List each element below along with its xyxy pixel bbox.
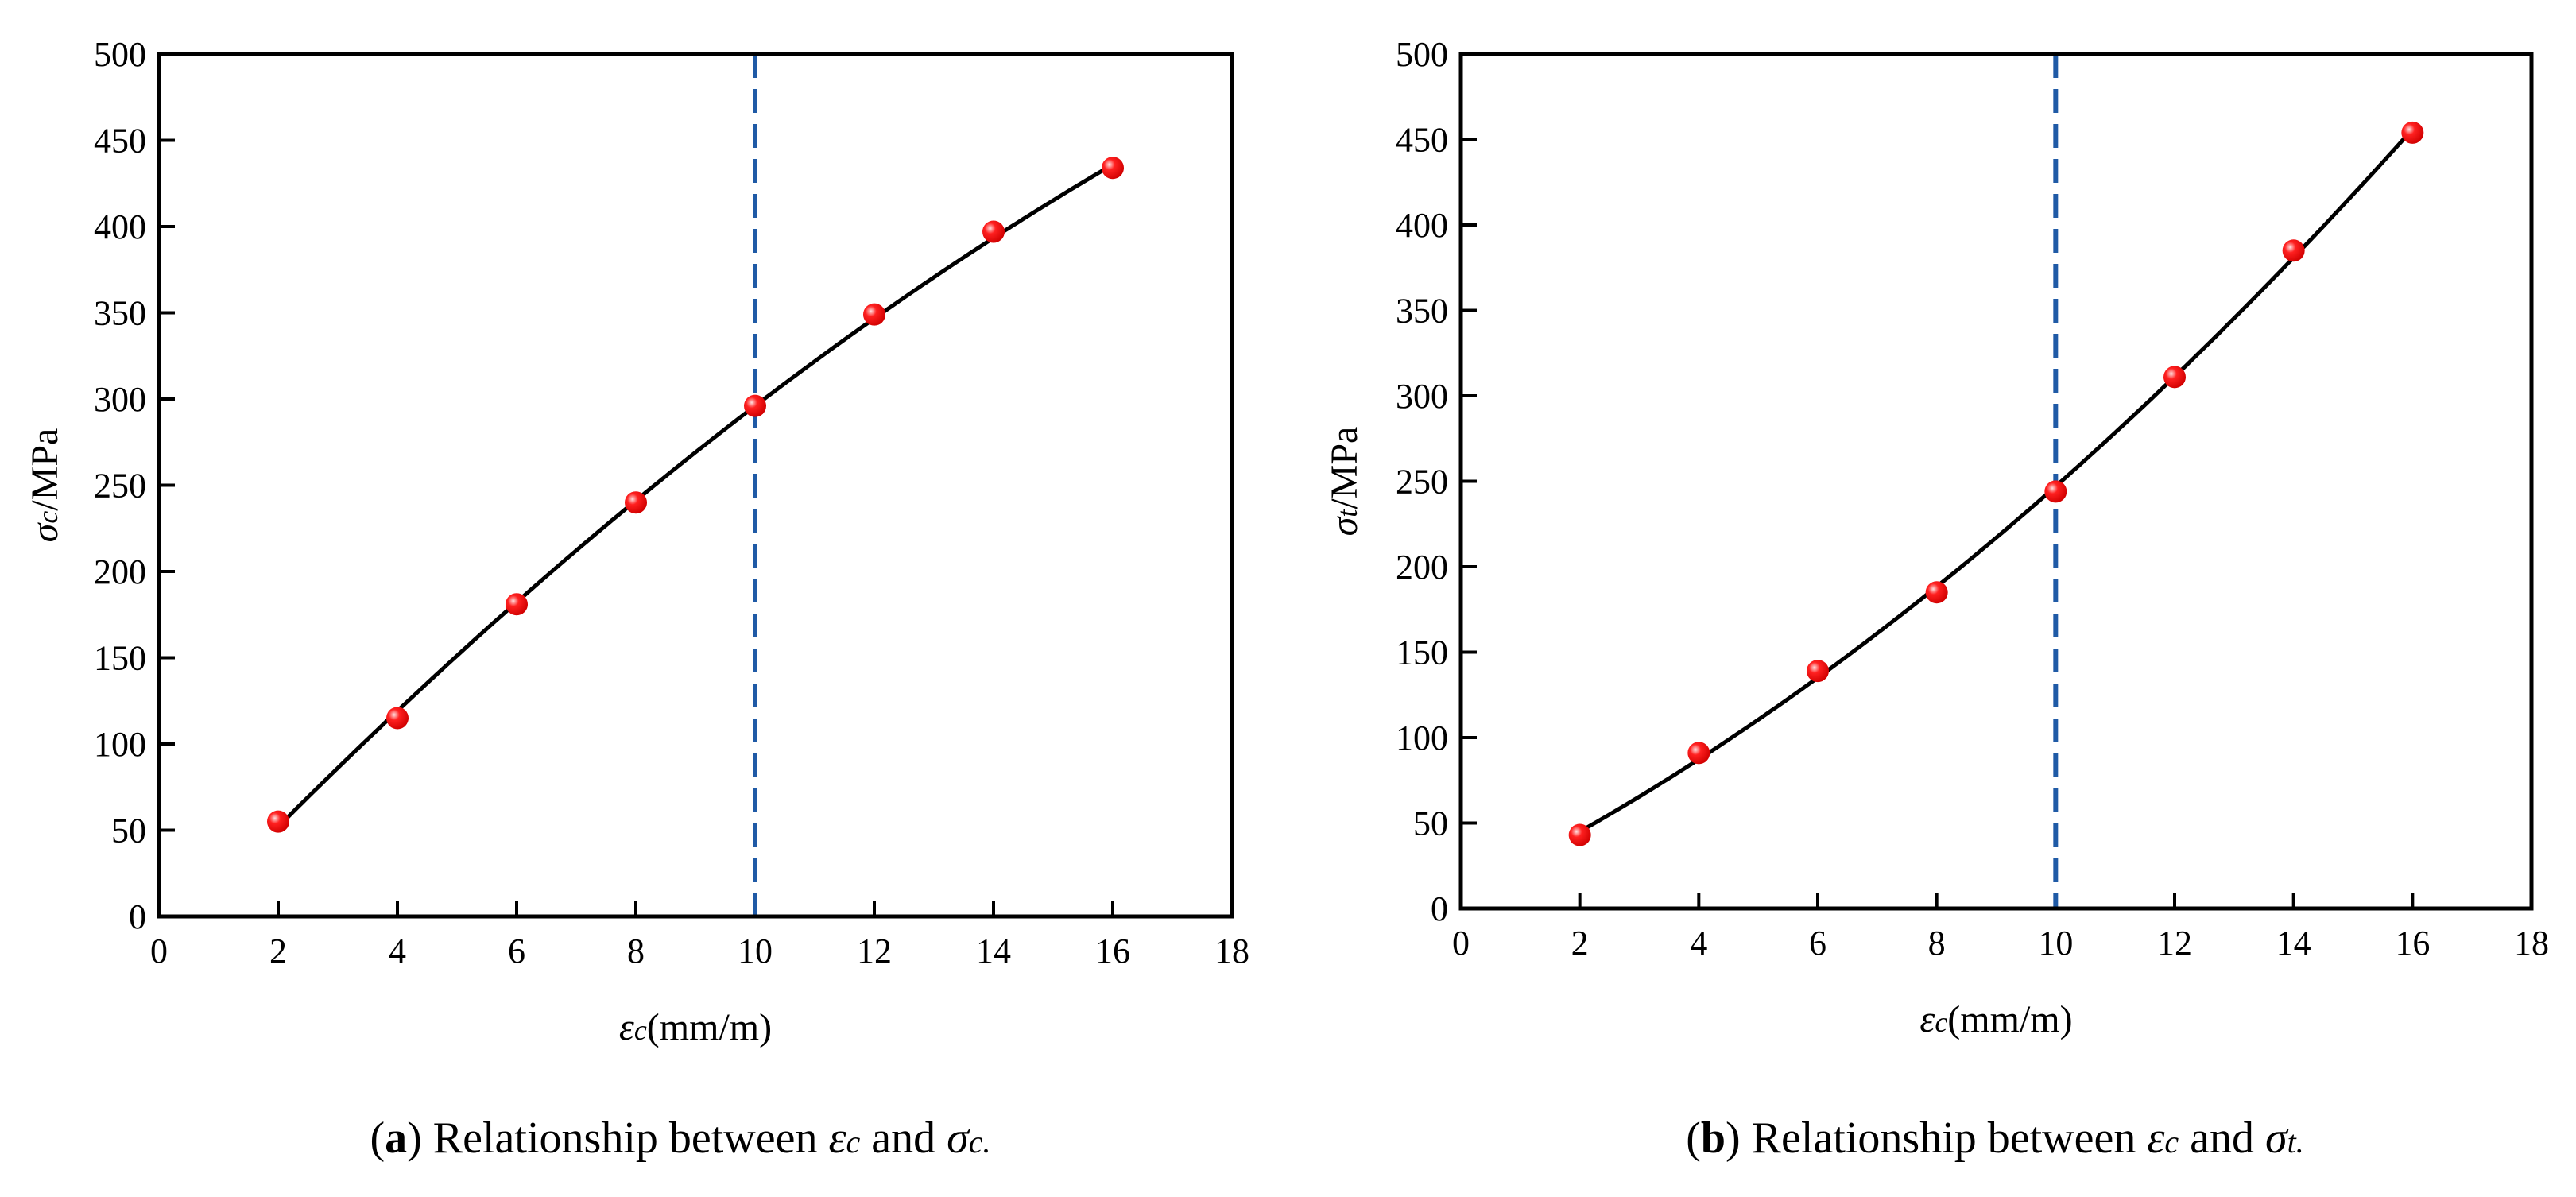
caption-var1: ε [2147,1114,2165,1163]
y-tick-label: 200 [1396,548,1448,587]
y-tick-label: 450 [94,122,146,161]
x-label-symbol: ε [619,1006,634,1048]
data-point [625,491,647,514]
y-tick-label: 0 [1431,889,1448,928]
caption-sub1: c [846,1124,861,1160]
panel-b: 0 2 4 6 8 10 12 14 16 18 0 50 100 150 200 250 300 350 400 4… [1323,35,2549,1163]
y-tick-label: 150 [94,639,146,678]
caption: (a) Relationship between εc and σc. [370,1114,990,1163]
x-tick-label: 4 [1690,924,1707,963]
y-tick-label: 400 [1396,206,1448,245]
caption-var1: ε [828,1114,846,1163]
data-point [2163,366,2186,389]
x-tick-label: 12 [2157,924,2192,963]
y-tick-label: 300 [1396,377,1448,416]
x-tick-label: 6 [1809,924,1826,963]
fit-curve [1579,127,2415,834]
data-point [386,707,409,730]
caption: (b) Relationship between εc and σt. [1686,1114,2304,1163]
y-tick-label: 350 [1396,292,1448,331]
y-label-unit: /MPa [24,428,66,511]
y-tick-label: 200 [94,552,146,591]
x-tick-label: 2 [1571,924,1589,963]
plot-frame [1458,52,2534,911]
x-label-unit: (mm/m) [1947,998,2072,1040]
y-tick-label: 100 [1396,719,1448,757]
x-tick-label: 0 [150,932,168,970]
x-tick-label: 14 [976,932,1011,970]
caption-var2: σ [947,1114,970,1163]
caption-and: and [871,1114,935,1163]
x-tick-label: 16 [1095,932,1130,970]
y-tick-label: 300 [94,380,146,419]
x-tick-label: 2 [269,932,287,970]
x-axis-label: εc(mm/m) [619,1006,772,1048]
x-label-unit: (mm/m) [647,1006,772,1048]
x-tick-label: 10 [738,932,773,970]
data-point [863,303,885,326]
data-point [2401,121,2424,144]
caption-var2: σ [2265,1114,2289,1163]
data-point [1925,581,1948,604]
x-tick-label: 10 [2038,924,2073,963]
data-point [267,810,289,833]
y-label-symbol: σ [24,521,66,542]
caption-and: and [2190,1114,2254,1163]
caption-text: Relationship between [1752,1114,2136,1163]
x-tick-label: 8 [1928,924,1946,963]
y-tick-label: 500 [1396,35,1448,74]
y-tick-label: 100 [94,725,146,764]
y-tick-label: 250 [1396,463,1448,502]
caption-panel-label: a [385,1114,407,1163]
data-point [2044,480,2067,503]
x-label-subscript: c [1935,1006,1947,1038]
y-tick-label: 250 [94,467,146,506]
caption-text: Relationship between [433,1114,818,1163]
caption-panel-label: b [1701,1114,1726,1163]
data-point [506,593,528,616]
y-tick-label: 350 [94,294,146,333]
y-tick-label: 400 [94,207,146,246]
x-tick-label: 8 [627,932,645,970]
fit-curve [277,162,1114,828]
y-label-symbol: σ [1323,515,1365,536]
y-tick-label: 50 [111,812,146,850]
data-point [2282,239,2305,262]
y-label-subscript: c [32,511,64,524]
data-point [1687,742,1710,765]
x-tick-label: 4 [389,932,406,970]
y-label-unit: /MPa [1323,427,1365,509]
x-tick-label: 16 [2395,924,2430,963]
x-label-subscript: c [634,1014,647,1046]
x-tick-label: 12 [857,932,892,970]
y-axis-label: σc/MPa [24,428,66,543]
x-label-symbol: ε [1919,998,1935,1040]
data-point [1102,157,1124,180]
caption-sub1: c [2164,1124,2179,1160]
y-tick-label: 0 [129,897,146,936]
x-axis-label: εc(mm/m) [1919,998,2072,1040]
x-tick-label: 18 [1214,932,1249,970]
data-point [1807,660,1829,683]
y-axis-label: σt/MPa [1323,427,1365,537]
data-point [982,220,1005,243]
panel-a: 0 2 4 6 8 10 12 14 16 18 0 50 100 150 200 250 300 350 400 4… [24,35,1249,1163]
x-tick-label: 14 [2276,924,2311,963]
data-point [744,394,766,417]
x-tick-label: 6 [508,932,525,970]
y-tick-label: 150 [1396,633,1448,672]
y-tick-label: 50 [1413,804,1448,843]
x-tick-label: 0 [1452,924,1470,963]
y-tick-label: 500 [94,35,146,74]
plot-frame [157,52,1234,919]
caption-sub2: t. [2287,1124,2304,1160]
data-point [1568,823,1591,846]
caption-sub2: c. [969,1124,991,1160]
x-tick-label: 18 [2514,924,2549,963]
y-label-subscript: t [1331,509,1363,517]
y-tick-label: 450 [1396,121,1448,160]
